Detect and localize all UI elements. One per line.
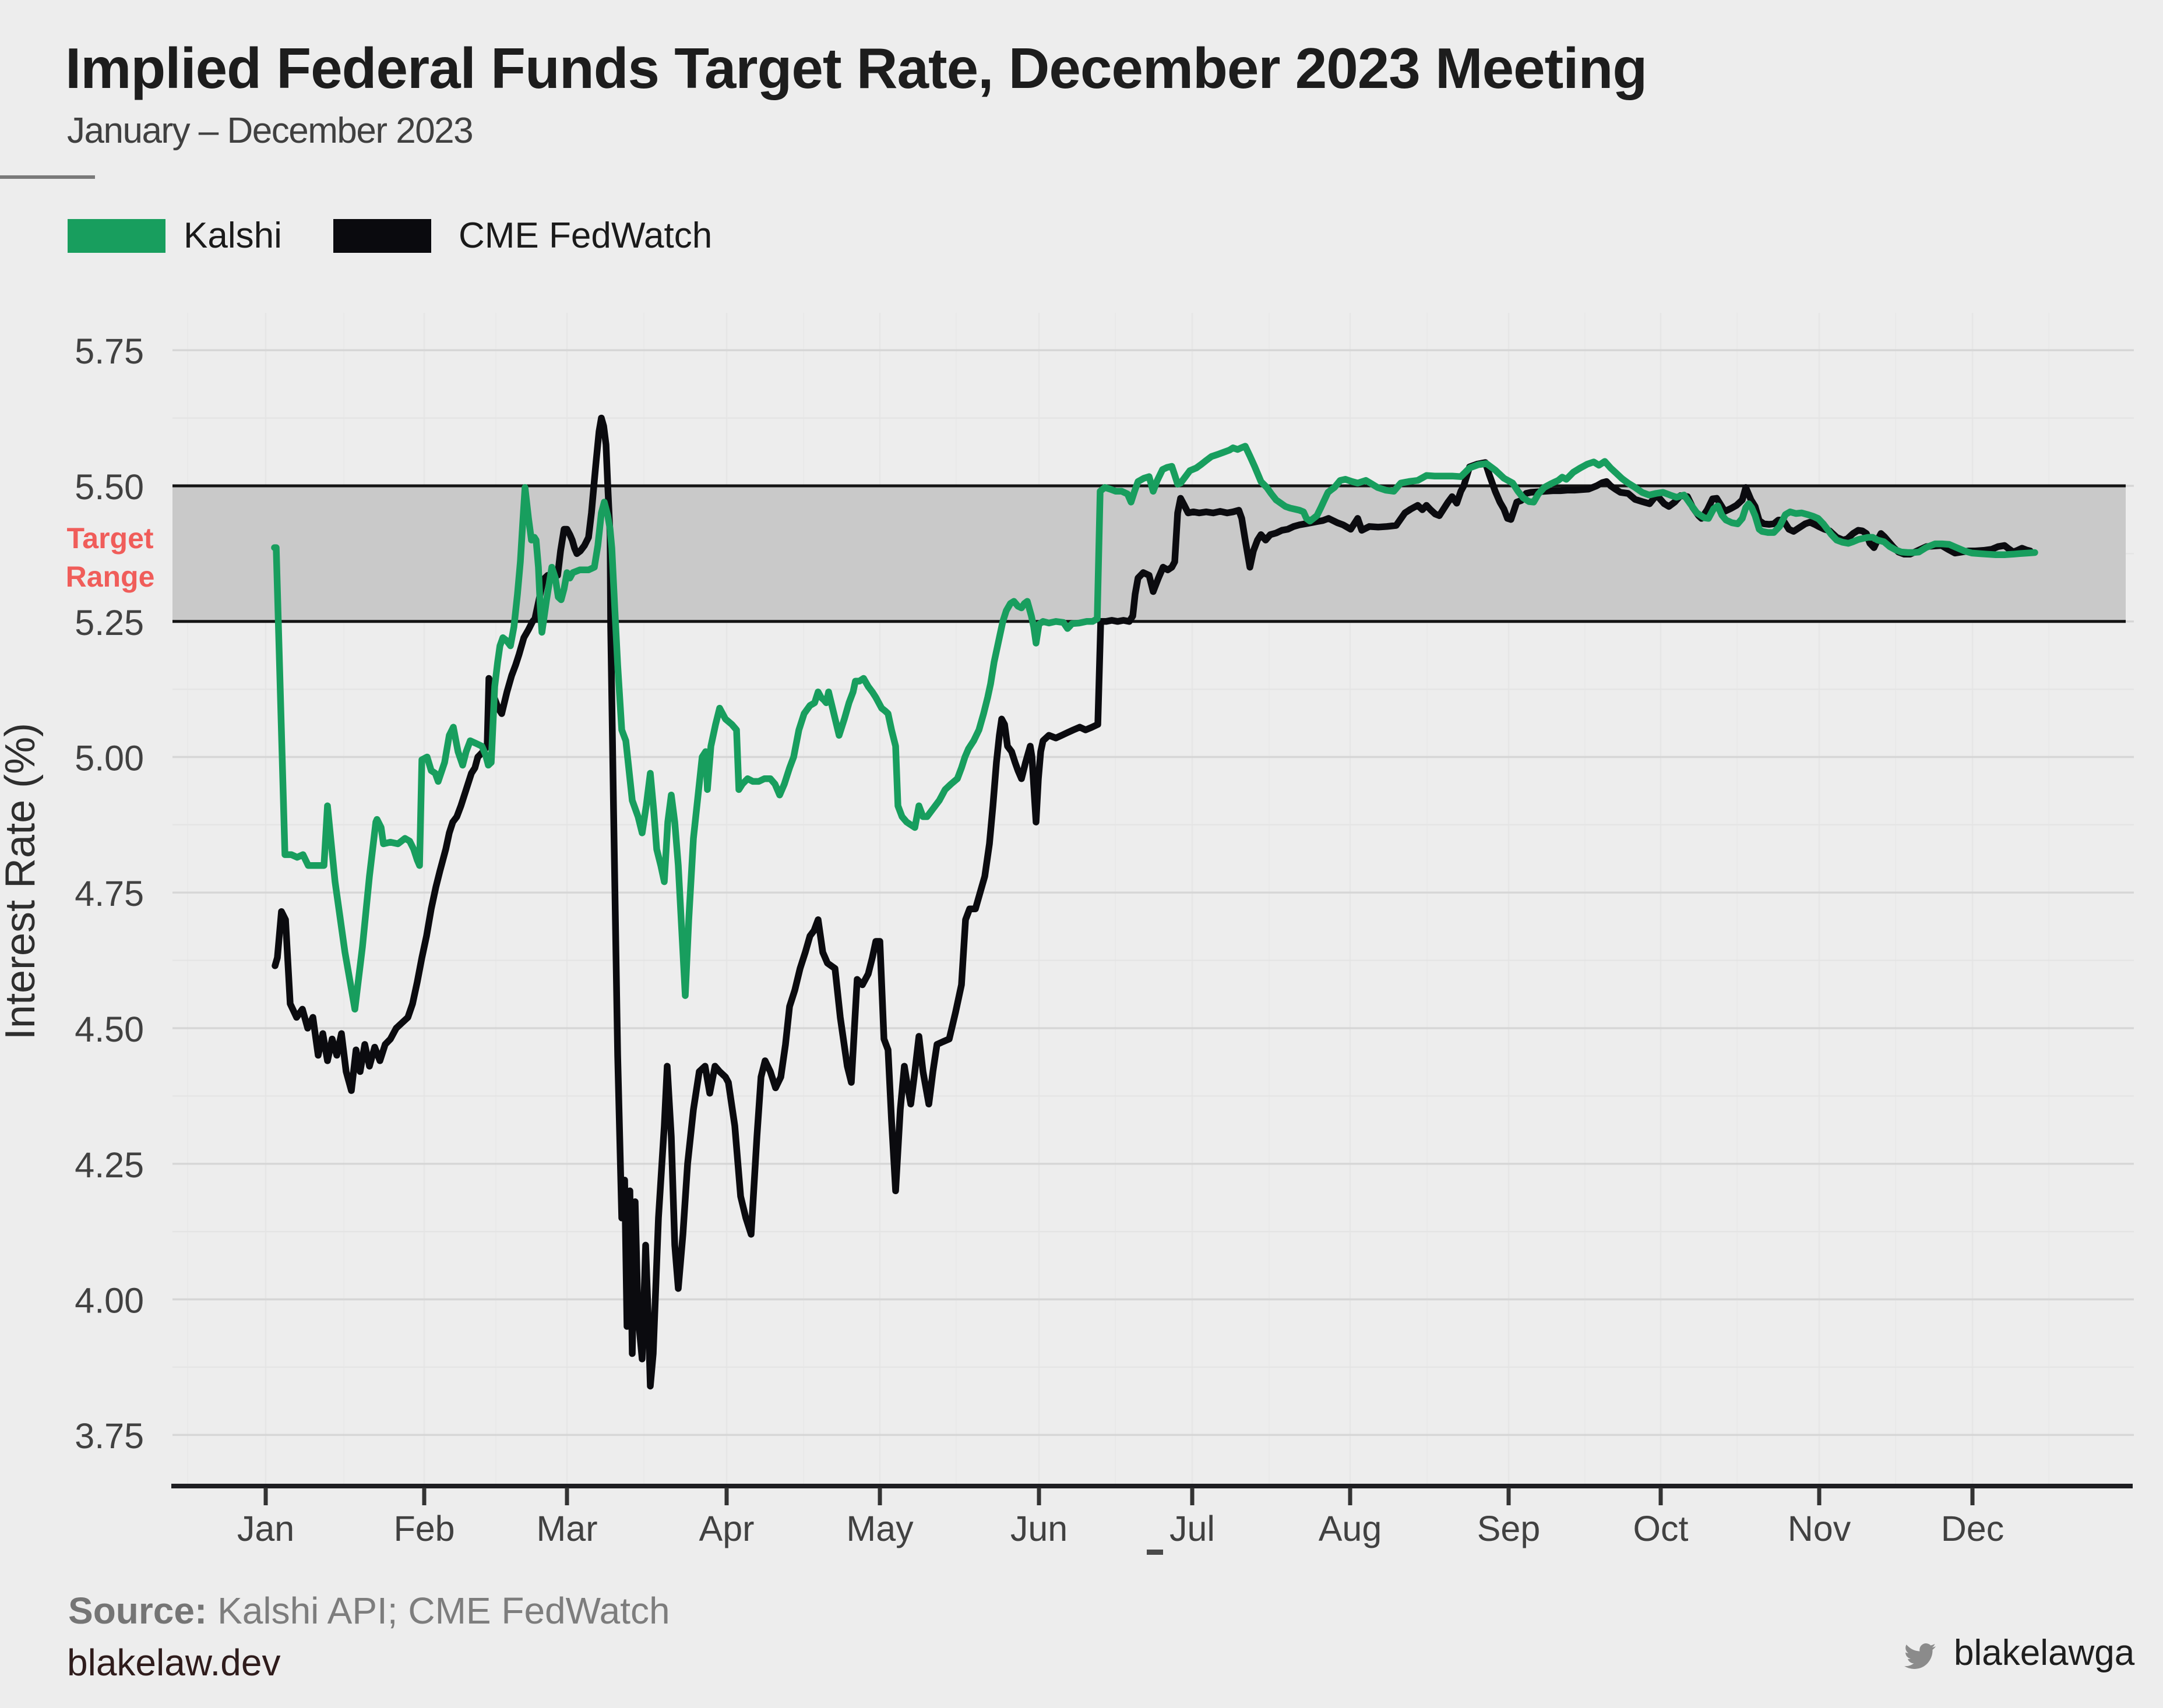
- svg-text:4.75: 4.75: [75, 874, 144, 913]
- svg-text:January – December 2023: January – December 2023: [67, 111, 473, 151]
- svg-text:Jan: Jan: [237, 1509, 294, 1548]
- svg-text:Kalshi: Kalshi: [184, 216, 282, 256]
- svg-text:Apr: Apr: [699, 1509, 755, 1548]
- svg-text:Nov: Nov: [1788, 1509, 1851, 1548]
- svg-text:Range: Range: [66, 560, 155, 593]
- svg-text:3.75: 3.75: [75, 1416, 144, 1456]
- svg-text:Implied Federal Funds Target R: Implied Federal Funds Target Rate, Decem…: [65, 36, 1647, 100]
- svg-text:5.75: 5.75: [75, 331, 144, 371]
- svg-text:Oct: Oct: [1633, 1509, 1689, 1548]
- svg-text:Sep: Sep: [1477, 1509, 1541, 1548]
- svg-text:Interest Rate (%): Interest Rate (%): [0, 723, 44, 1040]
- svg-text:5.25: 5.25: [75, 603, 144, 643]
- svg-text:blakelawga: blakelawga: [1954, 1633, 2135, 1673]
- svg-text:5.50: 5.50: [75, 467, 144, 507]
- svg-text:Jun: Jun: [1010, 1509, 1068, 1548]
- svg-text:Source: Kalshi API; CME FedWat: Source: Kalshi API; CME FedWatch: [68, 1590, 670, 1632]
- svg-text:CME FedWatch: CME FedWatch: [459, 216, 712, 256]
- svg-text:Feb: Feb: [393, 1509, 455, 1548]
- svg-text:Aug: Aug: [1319, 1509, 1382, 1548]
- svg-text:5.00: 5.00: [75, 739, 144, 778]
- svg-text:Target: Target: [66, 522, 153, 555]
- svg-text:4.00: 4.00: [75, 1281, 144, 1321]
- svg-text:Jul: Jul: [1169, 1509, 1215, 1548]
- svg-text:4.25: 4.25: [75, 1145, 144, 1185]
- svg-text:4.50: 4.50: [75, 1010, 144, 1049]
- svg-text:Mar: Mar: [536, 1509, 597, 1548]
- svg-text:blakelaw.dev: blakelaw.dev: [67, 1642, 280, 1684]
- svg-text:May: May: [846, 1509, 914, 1548]
- svg-text:Dec: Dec: [1941, 1509, 2004, 1548]
